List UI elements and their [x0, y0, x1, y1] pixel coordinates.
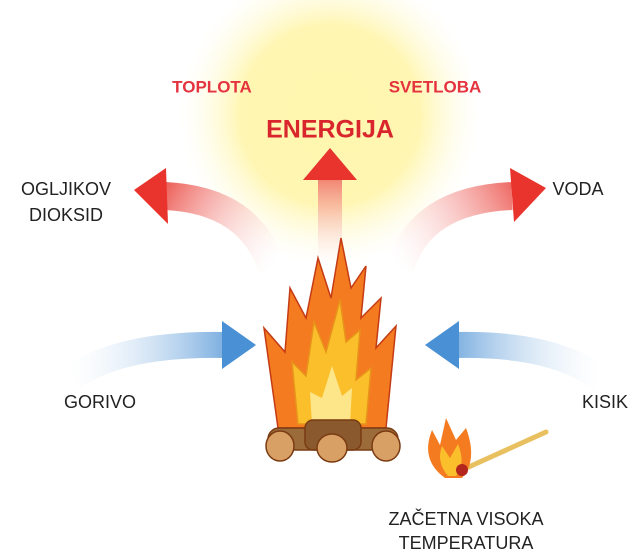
campfire — [264, 238, 400, 462]
co2-label: DIOKSID — [29, 205, 103, 225]
ignition-label: TEMPERATURA — [399, 533, 534, 551]
match — [428, 418, 546, 478]
energy-label: ENERGIJA — [266, 116, 394, 144]
co2-label: OGLJIKOV — [21, 179, 111, 199]
diagram: TOPLOTA SVETLOBA ENERGIJA OGLJIKOV DIOKS… — [0, 0, 641, 551]
heat-label: TOPLOTA — [172, 77, 252, 96]
light-label: SVETLOBA — [389, 77, 482, 96]
ignition-label: ZAČETNA VISOKA — [388, 508, 543, 529]
water-label: VODA — [552, 179, 603, 199]
fuel-label: GORIVO — [64, 392, 136, 412]
oxygen-label: KISIK — [582, 392, 628, 412]
